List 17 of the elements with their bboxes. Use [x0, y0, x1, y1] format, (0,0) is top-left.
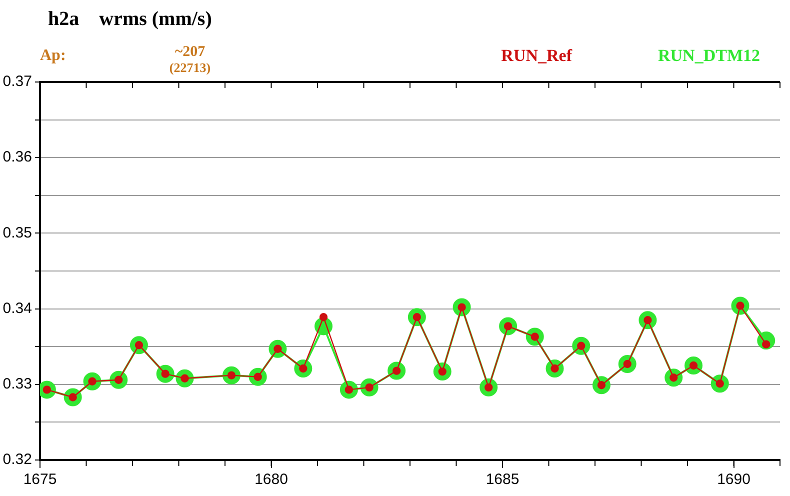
y-tick-label: 0.33	[2, 376, 32, 393]
x-tick-label: 1680	[254, 471, 288, 488]
text: (22713)	[169, 60, 211, 76]
x-tick-label: 1690	[717, 471, 750, 488]
text: ~207	[174, 44, 206, 60]
point	[319, 313, 328, 322]
text: RUN_Ref	[501, 46, 572, 66]
y-tick-label: 0.32	[2, 451, 32, 468]
y-tick-label: 0.37	[2, 73, 32, 90]
text: RUN_DTM12	[658, 46, 760, 66]
text: Ap:	[40, 47, 66, 65]
y-tick-label: 0.35	[2, 224, 32, 242]
x-tick-label: 1675	[23, 471, 57, 488]
y-tick-label: 0.34	[2, 300, 32, 317]
y-tick-label: 0.36	[2, 148, 32, 166]
x-tick-label: 1685	[486, 471, 520, 488]
chart-title: h2a wrms (mm/s)	[48, 8, 212, 31]
